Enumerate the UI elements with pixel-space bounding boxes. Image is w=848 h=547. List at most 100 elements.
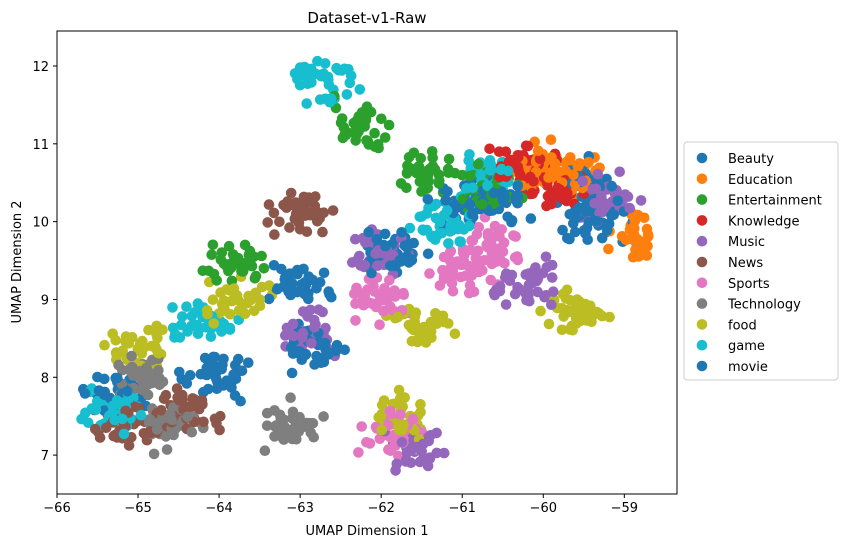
data-point-game	[299, 69, 311, 81]
data-point-game	[354, 84, 366, 95]
data-point-food	[585, 300, 596, 312]
data-point-game	[482, 180, 493, 191]
data-point-beauty	[379, 228, 391, 240]
data-point-food	[424, 323, 436, 335]
data-point-sports	[385, 406, 397, 417]
data-point-technology	[277, 425, 288, 436]
data-point-entertainment	[402, 160, 413, 171]
data-point-sports	[379, 283, 390, 294]
data-point-entertainment	[208, 268, 220, 280]
data-point-music	[548, 286, 559, 298]
data-point-sports	[455, 271, 467, 283]
data-point-beauty	[229, 390, 241, 401]
data-point-news	[120, 405, 131, 417]
data-point-sports	[350, 298, 361, 310]
data-point-education	[568, 169, 579, 180]
data-point-game	[475, 169, 486, 180]
data-point-music	[546, 272, 558, 283]
data-point-movie	[583, 217, 594, 228]
data-point-game	[117, 413, 128, 425]
y-tick-label: 8	[41, 371, 49, 386]
data-point-entertainment	[360, 113, 372, 124]
data-point-game	[175, 319, 187, 331]
data-point-game	[463, 155, 475, 166]
data-point-movie	[112, 372, 123, 384]
data-point-movie	[311, 283, 322, 294]
data-point-sports	[444, 263, 455, 275]
data-point-technology	[160, 431, 172, 442]
data-point-news	[198, 416, 209, 428]
data-point-entertainment	[456, 169, 468, 181]
data-point-sports	[512, 254, 524, 266]
data-point-beauty	[211, 383, 223, 395]
data-point-sports	[451, 258, 463, 269]
data-point-sports	[356, 421, 368, 432]
data-point-music	[527, 266, 539, 278]
data-point-technology	[165, 408, 176, 420]
data-point-food	[239, 308, 251, 320]
data-point-movie	[298, 263, 309, 275]
data-point-technology	[261, 420, 273, 432]
data-point-game	[192, 328, 204, 340]
data-point-game	[341, 89, 353, 100]
data-point-technology	[318, 411, 329, 422]
legend-label: Music	[728, 235, 765, 250]
data-point-news	[299, 210, 311, 221]
data-point-technology	[140, 362, 152, 374]
legend-marker	[696, 339, 708, 351]
data-points	[76, 55, 654, 476]
data-point-sports	[466, 235, 477, 246]
data-point-game	[495, 164, 507, 176]
data-point-beauty	[315, 356, 326, 368]
data-point-music	[546, 299, 557, 311]
legend-label: Technology	[727, 298, 801, 313]
data-point-beauty	[208, 351, 219, 363]
data-point-game	[453, 219, 465, 231]
x-tick-label: −59	[611, 501, 638, 516]
data-point-movie	[442, 186, 453, 197]
legend-marker	[696, 152, 708, 164]
data-point-game	[320, 93, 331, 105]
data-point-music	[305, 304, 316, 316]
data-point-game	[333, 65, 345, 76]
data-point-food	[415, 399, 426, 410]
data-point-music	[500, 272, 511, 283]
data-point-technology	[285, 392, 296, 404]
data-point-game	[345, 70, 357, 82]
data-point-sports	[374, 291, 386, 303]
legend-marker	[696, 256, 708, 268]
data-point-sports	[374, 319, 385, 331]
data-point-food	[207, 294, 219, 306]
data-point-game	[441, 205, 453, 216]
legend-label: movie	[728, 360, 768, 375]
data-point-beauty	[203, 383, 214, 395]
data-point-news	[284, 222, 295, 233]
data-point-food	[399, 392, 411, 403]
data-point-movie	[263, 293, 275, 305]
data-point-music	[422, 460, 434, 472]
data-point-education	[545, 167, 556, 178]
data-point-music	[309, 322, 320, 333]
data-point-sports	[350, 315, 361, 326]
data-point-sports	[482, 228, 494, 239]
data-point-sports	[498, 237, 510, 248]
data-point-music	[526, 277, 538, 289]
data-point-technology	[278, 434, 290, 445]
data-point-sports	[407, 413, 419, 425]
data-point-game	[322, 71, 334, 83]
data-point-food	[535, 305, 546, 317]
data-point-education	[637, 240, 649, 252]
data-point-game	[118, 428, 130, 440]
data-point-music	[372, 260, 383, 272]
data-point-food	[254, 300, 266, 312]
data-point-entertainment	[434, 175, 445, 186]
data-point-beauty	[243, 357, 254, 369]
data-point-beauty	[573, 202, 585, 213]
data-point-education	[603, 243, 614, 255]
data-point-music	[635, 195, 647, 206]
data-point-entertainment	[335, 117, 347, 128]
data-point-movie	[466, 208, 478, 220]
data-point-news	[215, 410, 226, 422]
data-point-music	[532, 286, 543, 298]
